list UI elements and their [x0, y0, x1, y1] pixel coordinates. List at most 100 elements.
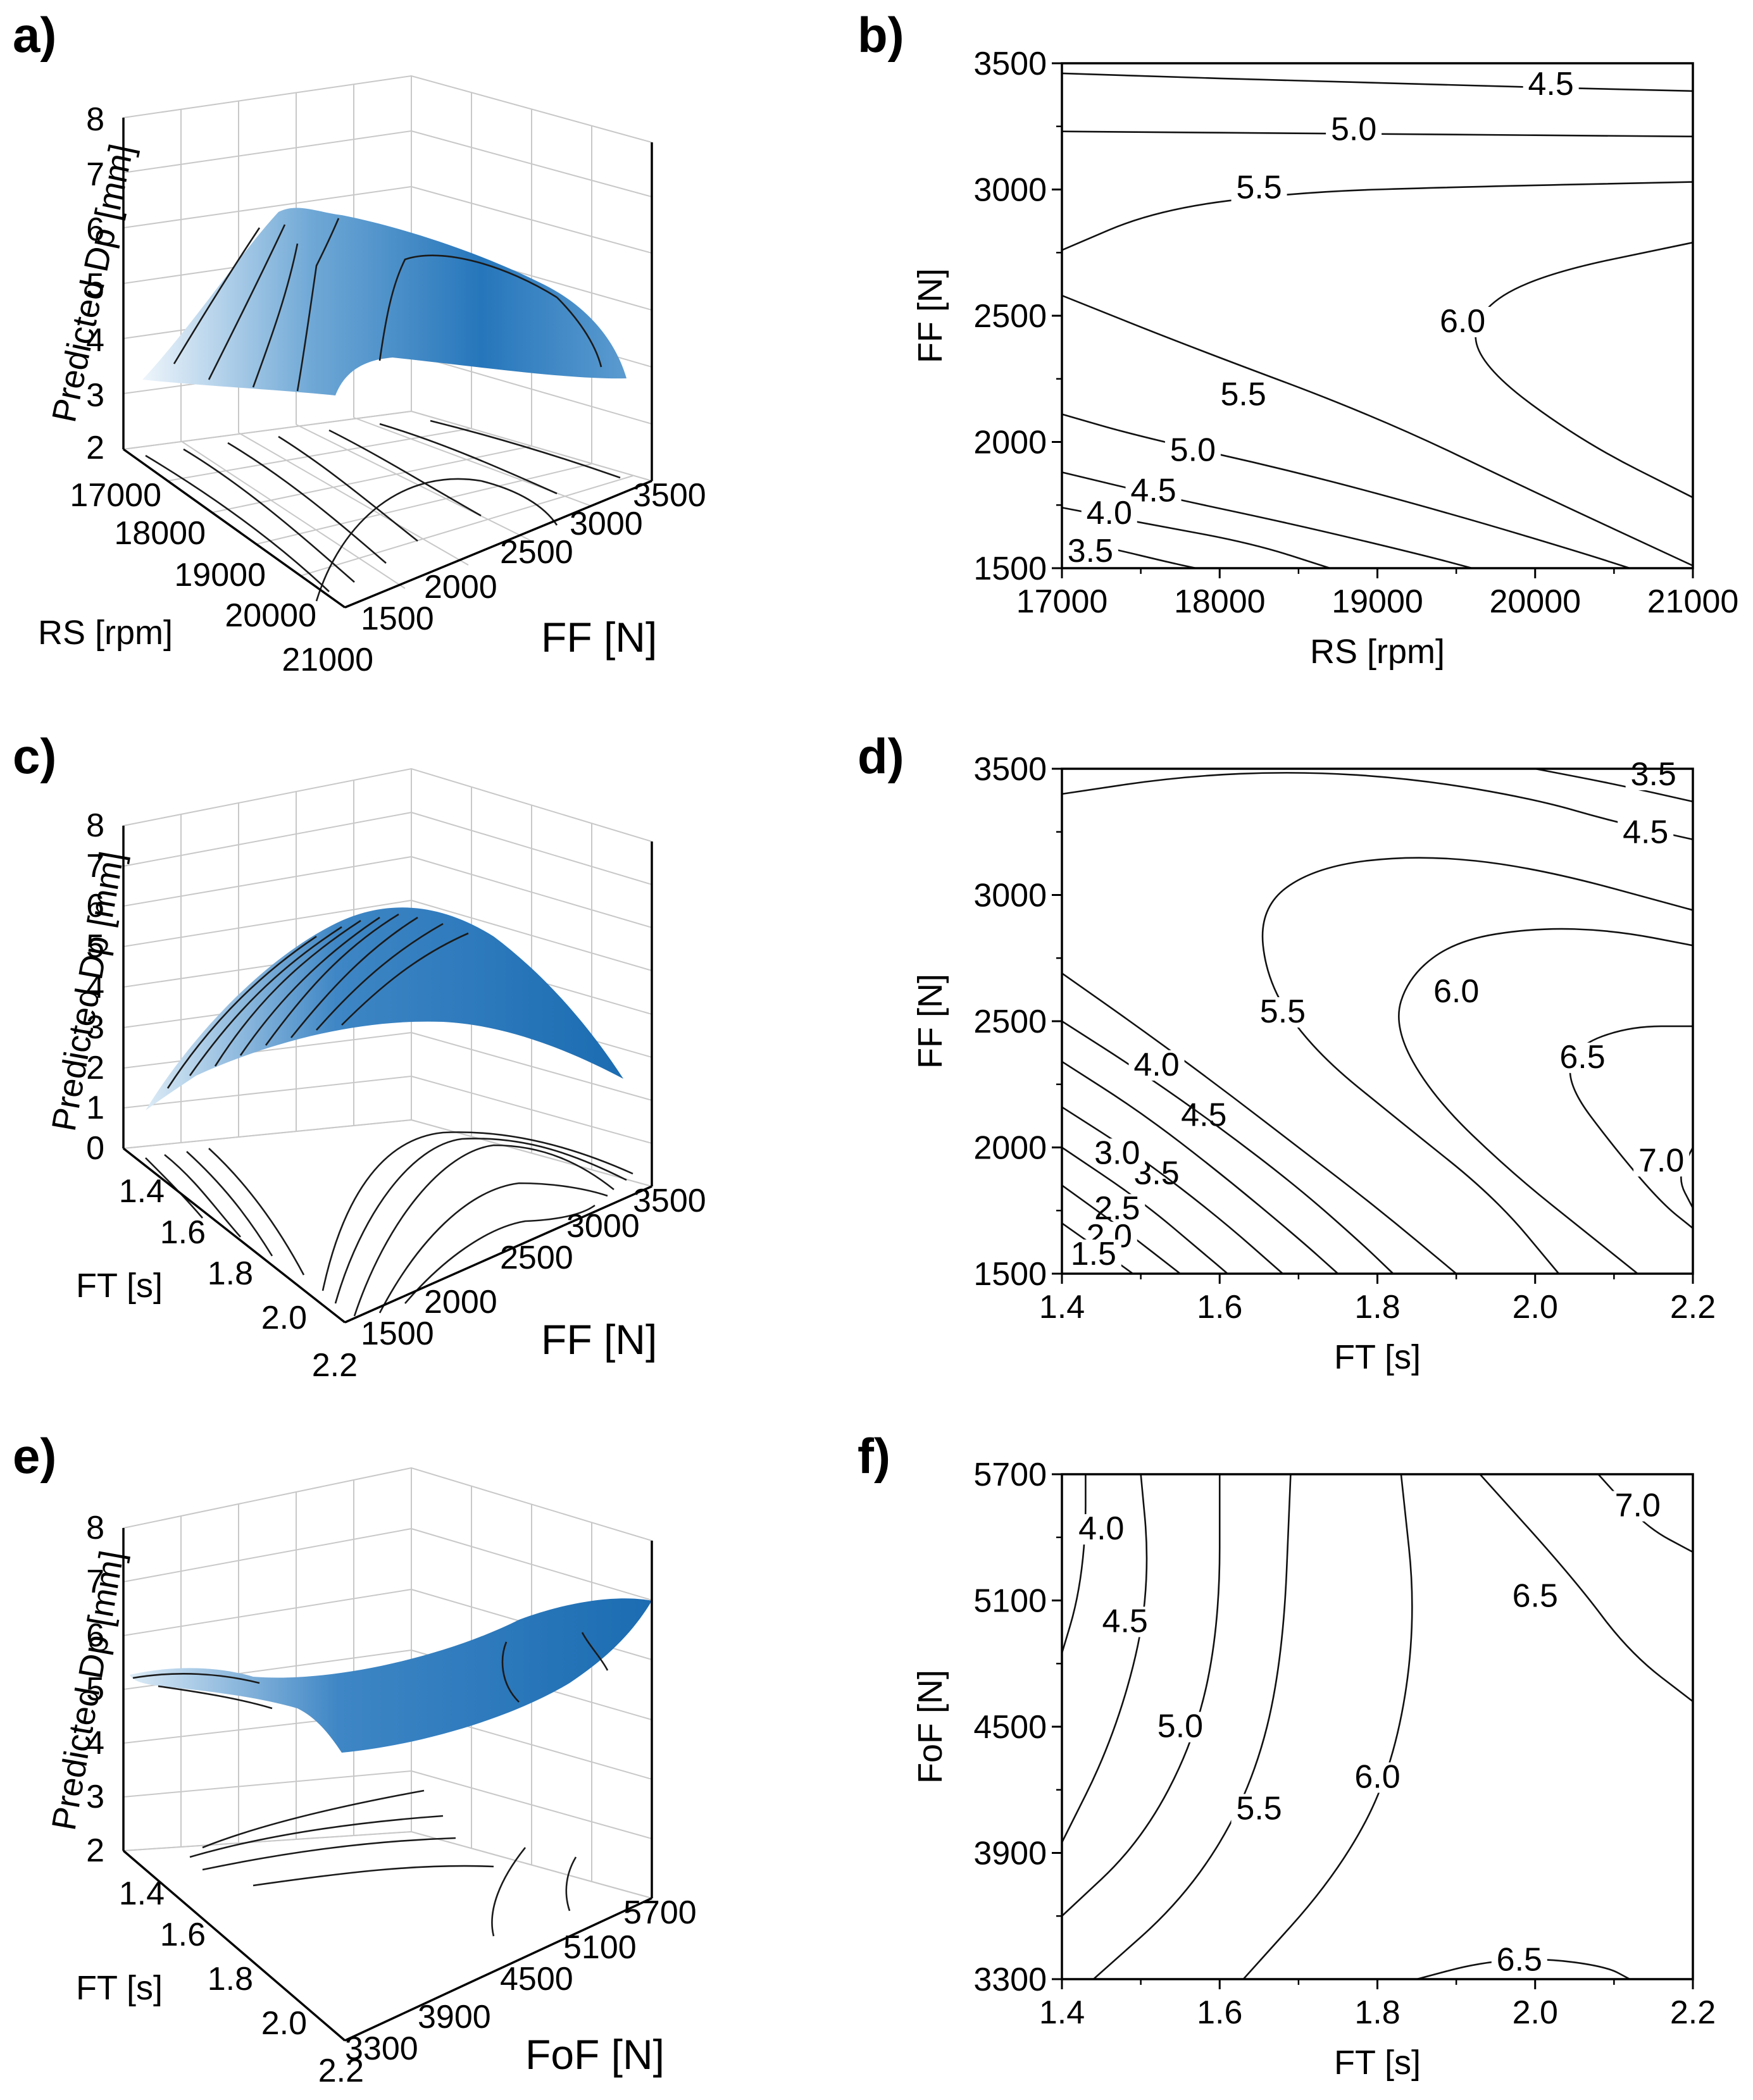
y-tick-label: 1500 [973, 1256, 1047, 1293]
panel-a-xlabel: FF [N] [541, 614, 657, 661]
tick: 7 [86, 848, 104, 885]
tick: 1500 [361, 600, 434, 637]
tick: 2000 [424, 1284, 497, 1320]
tick: 0 [86, 1130, 104, 1167]
tick: 4 [86, 1725, 104, 1761]
y-axis-label: FF [N] [911, 974, 949, 1069]
tick: 1.4 [119, 1173, 165, 1210]
tick: 5100 [563, 1929, 637, 1966]
y-tick-label: 1500 [973, 550, 1047, 587]
y-tick-label: 2500 [973, 1003, 1047, 1040]
contour-label-bg [1618, 817, 1674, 848]
tick: 18000 [114, 515, 206, 552]
contour-label: 2.5 [1094, 1190, 1140, 1227]
contour-label-bg [1215, 380, 1271, 411]
y-tick-label: 3500 [973, 751, 1047, 788]
x-tick-label: 20000 [1489, 583, 1581, 620]
contour-label: 4.5 [1623, 814, 1668, 851]
tick: 4500 [500, 1961, 573, 1997]
y-tick-label: 3300 [973, 1961, 1047, 1998]
x-tick-label: 1.8 [1354, 1289, 1400, 1326]
contour-label-bg [1062, 537, 1118, 568]
contour-line [1061, 294, 1694, 567]
panel-e-z-ticks: 8 7 6 5 4 3 2 [86, 1510, 104, 1869]
tick: 19000 [174, 557, 266, 593]
contour-line [1061, 972, 1457, 1274]
y-tick-label: 2000 [973, 425, 1047, 461]
tick: 5 [86, 1671, 104, 1708]
panel-d-label: d) [858, 728, 904, 784]
tick: 3900 [418, 1999, 491, 2035]
panel-e: e) [13, 1428, 697, 2089]
tick: 21000 [282, 642, 373, 678]
tick: 3 [86, 1009, 104, 1046]
tick: 5 [86, 928, 104, 965]
panel-d-plot: 3.54.55.56.06.57.04.54.03.53.02.52.01.51… [911, 751, 1716, 1376]
tick: 5 [86, 267, 104, 304]
panel-c-ylabel: FT [s] [76, 1267, 163, 1305]
contour-label-bg [1089, 1138, 1145, 1169]
contour-label-bg [1231, 173, 1287, 204]
panel-f-label: f) [858, 1428, 890, 1484]
tick: 1.6 [160, 1917, 206, 1953]
x-axis-label: FT [s] [1334, 1338, 1421, 1376]
tick: 3000 [570, 506, 643, 542]
tick: 3 [86, 1779, 104, 1815]
surface-c [146, 907, 623, 1110]
x-tick-label: 1.8 [1354, 1994, 1400, 2031]
tick: 3000 [566, 1208, 640, 1245]
contour-line [1061, 1146, 1228, 1274]
tick: 3300 [345, 2030, 418, 2067]
tick: 4 [86, 322, 104, 359]
contour-label-bg [1435, 306, 1491, 337]
tick: 8 [86, 1510, 104, 1546]
panel-f: f) 4.0 4.5 5.0 5.5 6.0 6.5 7.0 6.5 1.4 1.6 1.8 2.0 2… [858, 1428, 1716, 2082]
contour-label-bg [1609, 1491, 1666, 1522]
contour-line [1569, 1025, 1694, 1229]
x-tick-label: 2.2 [1670, 1994, 1716, 2031]
x-tick-label: 1.4 [1039, 1994, 1085, 2031]
contour-label: 6.5 [1559, 1039, 1605, 1076]
panel-c-zlabel: Predicted Dp [mm] [45, 848, 132, 1134]
contour-label-bg [1089, 1194, 1145, 1225]
contour-label-bg [1254, 997, 1311, 1028]
contour-label: 3.5 [1068, 533, 1113, 569]
contour-label: 3.0 [1094, 1134, 1140, 1171]
contour-label: 3.5 [1631, 756, 1676, 793]
contour-label: 5.5 [1260, 993, 1306, 1030]
y-axis-label: FF [N] [911, 268, 949, 363]
x-axis-label: FT [s] [1334, 2044, 1421, 2082]
tick: 6 [86, 211, 104, 248]
contour-label-bg [1523, 69, 1579, 100]
contour-label: 6.5 [1513, 1578, 1558, 1615]
panel-f-plot: 4.0 4.5 5.0 5.5 6.0 6.5 7.0 6.5 1.4 1.6 1.8 2.0 2.2 3… [911, 1457, 1716, 2082]
contour-line [1535, 767, 1694, 803]
tick: 2500 [500, 1239, 573, 1276]
panel-e-ylabel: FT [s] [76, 1969, 163, 2007]
panel-b-label: b) [858, 7, 904, 63]
panel-c-x-ticks: 1500 2000 2500 3000 3500 [361, 1183, 706, 1352]
tick: 4 [86, 969, 104, 1005]
contour-label-bg [1554, 1042, 1611, 1073]
y-tick-label: 2000 [973, 1130, 1047, 1167]
contour-label-bg [1097, 1606, 1153, 1637]
y-tick-label: 4500 [973, 1709, 1047, 1746]
tick: 2.0 [261, 1300, 307, 1336]
contour-label-bg [1065, 1239, 1121, 1271]
contour-label: 4.0 [1087, 495, 1132, 531]
tick: 6 [86, 1617, 104, 1654]
tick: 1.8 [208, 1961, 253, 1997]
contour-line [1061, 1474, 1148, 1843]
y-tick-label: 5700 [973, 1457, 1047, 1493]
tick: 5700 [623, 1894, 697, 1931]
contour-label: 7.0 [1615, 1488, 1661, 1524]
y-tick-label: 3000 [973, 878, 1047, 914]
surface-e [130, 1598, 652, 1753]
contour-label-bg [1073, 1514, 1130, 1545]
tick: 7 [86, 156, 104, 193]
contour-label-bg [1349, 1762, 1406, 1793]
tick: 8 [86, 807, 104, 844]
contour-label: 4.0 [1078, 1510, 1124, 1547]
panel-a: a) [13, 7, 706, 678]
